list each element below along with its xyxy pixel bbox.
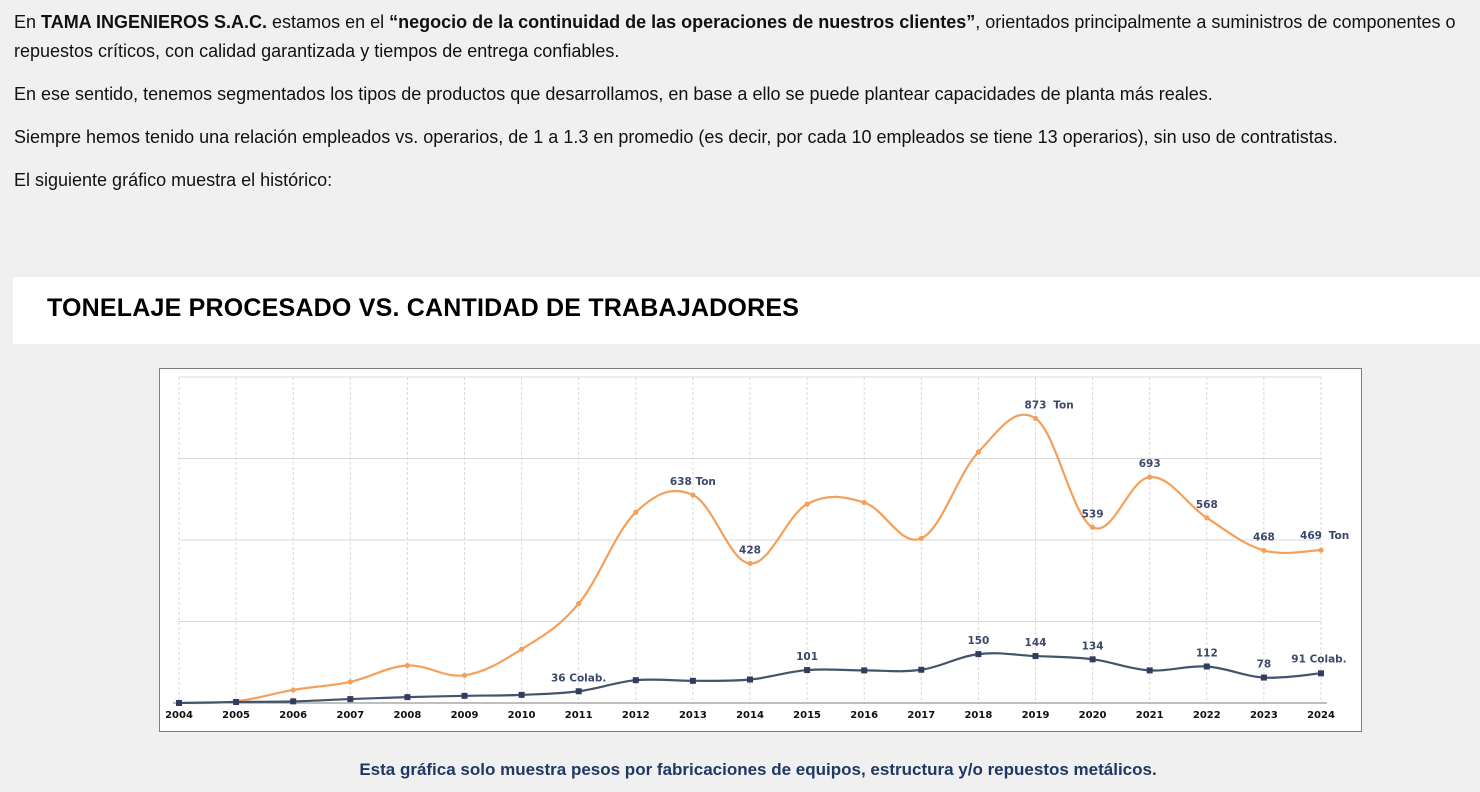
x-tick-label: 2009	[451, 710, 479, 721]
ton-data-point	[918, 535, 924, 541]
ton-data-point	[1261, 547, 1267, 554]
intro-paragraph-4: El siguiente gráfico muestra el históric…	[14, 170, 333, 190]
intro-text-fragment: estamos en el	[267, 12, 390, 32]
ton-data-point	[1204, 515, 1210, 521]
workers-data-point	[975, 651, 982, 658]
workers-data-point	[176, 700, 182, 706]
ton-data-point	[690, 492, 696, 498]
ton-data-label: 873	[1025, 399, 1047, 411]
workers-data-point	[1032, 653, 1039, 660]
workers-data-point	[233, 699, 240, 706]
intro-paragraph-1: En TAMA INGENIEROS S.A.C. estamos en el …	[14, 8, 1474, 66]
ton-data-point	[519, 646, 525, 652]
workers-data-label: 36 Colab.	[551, 672, 606, 684]
intro-paragraph-3: Siempre hemos tenido una relación emplea…	[14, 127, 1338, 147]
workers-data-point	[804, 667, 811, 674]
x-tick-label: 2016	[850, 710, 878, 721]
section-title: TONELAJE PROCESADO VS. CANTIDAD DE TRABA…	[47, 294, 800, 322]
x-tick-label: 2005	[222, 710, 250, 721]
ton-data-label: 568	[1196, 499, 1218, 511]
workers-data-point	[575, 688, 582, 695]
ton-unit-label: Ton	[1329, 530, 1349, 542]
workers-data-point	[1318, 670, 1324, 677]
workers-data-label: 150	[967, 635, 989, 647]
x-tick-label: 2019	[1022, 710, 1050, 721]
x-tick-label: 2006	[279, 710, 307, 721]
ton-data-label: 468	[1253, 531, 1275, 543]
x-tick-label: 2024	[1307, 710, 1335, 721]
x-tick-label: 2018	[964, 710, 992, 721]
ton-data-label: 539	[1082, 508, 1104, 520]
intro-text-fragment: En	[14, 12, 42, 32]
x-tick-label: 2023	[1250, 710, 1278, 721]
intro-paragraph-2: En ese sentido, tenemos segmentados los …	[14, 84, 1213, 104]
ton-data-point	[404, 662, 410, 669]
x-tick-label: 2015	[793, 710, 821, 721]
workers-data-point	[1089, 656, 1096, 663]
ton-data-point	[861, 499, 867, 506]
ton-data-point	[1318, 547, 1324, 553]
x-tick-label: 2010	[508, 710, 536, 721]
ton-data-point	[975, 449, 982, 455]
workers-data-point	[747, 676, 753, 683]
ton-data-label: 428	[739, 544, 761, 556]
workers-data-label: 101	[796, 651, 818, 663]
ton-data-point	[747, 560, 753, 567]
workers-data-point	[861, 667, 868, 674]
workers-data-point	[918, 666, 925, 673]
ton-data-point	[1147, 474, 1153, 480]
x-tick-label: 2022	[1193, 710, 1221, 721]
workers-data-point	[1260, 674, 1267, 681]
workers-data-point	[632, 677, 639, 684]
ton-data-point	[461, 672, 468, 678]
intro-text: En TAMA INGENIEROS S.A.C. estamos en el …	[14, 8, 1474, 209]
ton-data-point	[576, 600, 582, 607]
workers-data-point	[347, 696, 354, 703]
x-tick-label: 2017	[907, 710, 935, 721]
ton-data-point	[290, 687, 296, 693]
ton-data-label: 693	[1139, 458, 1161, 470]
ton-data-point	[347, 679, 353, 685]
intro-text-fragment: , orientados principalmente a suministro…	[14, 12, 1456, 61]
x-tick-label: 2020	[1079, 710, 1107, 721]
company-name: TAMA INGENIEROS S.A.C.	[41, 12, 268, 32]
x-tick-label: 2014	[736, 710, 764, 721]
ton-data-point	[633, 509, 639, 515]
business-quote: “negocio de la continuidad de las operac…	[389, 12, 976, 32]
ton-data-point	[1032, 415, 1039, 422]
tonnage-vs-workers-chart: 2004 2005 2006 2007 2008 2009 2010 2011 2012 2013…	[165, 376, 1349, 721]
workers-data-label: 91 Colab.	[1291, 653, 1346, 665]
workers-data-point	[1146, 667, 1153, 674]
workers-data-point	[404, 694, 411, 701]
ton-unit-label: Ton	[1053, 399, 1073, 411]
x-tick-label: 2004	[165, 710, 193, 721]
ton-data-label: 638 Ton	[670, 476, 716, 488]
workers-data-label: 134	[1082, 640, 1104, 652]
workers-data-point	[1203, 663, 1210, 670]
workers-data-point	[689, 677, 696, 684]
ton-data-point	[804, 501, 810, 507]
x-tick-label: 2013	[679, 710, 707, 721]
x-tick-label: 2007	[336, 710, 364, 721]
section-title-box: TONELAJE PROCESADO VS. CANTIDAD DE TRABA…	[13, 277, 1480, 344]
ton-series-line	[178, 413, 1322, 705]
workers-data-label: 144	[1025, 637, 1047, 649]
workers-data-point	[461, 692, 468, 699]
workers-data-label: 78	[1257, 659, 1272, 671]
ton-data-point	[1090, 524, 1096, 530]
chart-caption: Esta gráfica solo muestra pesos por fabr…	[359, 760, 1157, 779]
chart-frame: 2004 2005 2006 2007 2008 2009 2010 2011 2012 2013…	[159, 368, 1362, 732]
workers-data-point	[290, 698, 297, 705]
x-tick-label: 2012	[622, 710, 650, 721]
workers-data-label: 112	[1196, 647, 1218, 659]
workers-data-point	[518, 691, 525, 698]
x-tick-label: 2008	[393, 710, 421, 721]
x-tick-label: 2021	[1136, 710, 1164, 721]
ton-data-label: 469	[1300, 530, 1322, 542]
x-tick-label: 2011	[565, 710, 593, 721]
